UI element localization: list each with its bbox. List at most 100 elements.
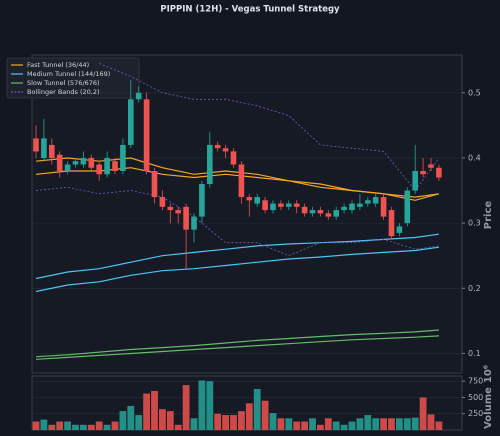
volume-bar — [48, 424, 56, 430]
candle-body — [309, 210, 316, 214]
volume-bar — [380, 418, 387, 430]
volume-bar — [388, 418, 395, 430]
candle-body — [404, 190, 411, 224]
volume-bar — [40, 419, 48, 430]
volume-bar — [317, 424, 324, 430]
volume-bar — [411, 417, 419, 430]
volume-bar — [143, 393, 150, 430]
legend-label: Bollinger Bands (20,2) — [27, 88, 100, 96]
candle-body — [183, 206, 189, 230]
candle-body — [151, 170, 158, 198]
legend-label: Slow Tunnel (576/676) — [27, 79, 100, 87]
y-tick-label: 0.5 — [468, 88, 481, 97]
volume-bar — [198, 380, 206, 430]
volume-bar — [238, 411, 245, 430]
candle-body — [135, 92, 142, 100]
candle-body — [341, 206, 347, 211]
candle-body — [175, 210, 181, 214]
volume-bar — [56, 421, 64, 430]
candle-body — [230, 151, 237, 165]
legend-box — [6, 57, 140, 99]
candle-body — [104, 157, 110, 175]
volume-bar — [206, 381, 214, 430]
candle-body — [112, 161, 118, 171]
volume-bar — [103, 424, 111, 430]
volume-bar — [166, 411, 174, 430]
candle-body — [56, 154, 63, 171]
candle-body — [72, 161, 79, 165]
volume-bar — [419, 397, 427, 430]
volume-bar — [80, 424, 87, 430]
candle-body — [80, 157, 87, 165]
candle-body — [293, 203, 300, 207]
candle-body — [33, 138, 39, 152]
candle-body — [222, 148, 229, 152]
tunnel-line — [99, 63, 440, 192]
volume-bar — [277, 418, 285, 430]
candle-body — [333, 210, 339, 217]
tunnel-line — [35, 329, 439, 358]
volume-bar — [151, 390, 158, 430]
y-tick-label: 250 — [468, 409, 483, 418]
candle-body — [49, 144, 55, 158]
candle-body — [420, 170, 426, 175]
candle-body — [191, 216, 197, 230]
volume-bar — [230, 415, 237, 430]
volume-bar — [261, 400, 269, 430]
candle-body — [159, 197, 166, 207]
volume-bar — [64, 421, 71, 430]
volume-bar — [135, 415, 143, 430]
volume-bar — [348, 421, 356, 430]
y-tick-label: 0.4 — [468, 153, 481, 162]
candle-body — [372, 197, 379, 204]
candle-body — [412, 170, 418, 191]
candle-body — [167, 206, 174, 211]
volume-offset: 10⁶ — [483, 365, 494, 383]
candle-body — [41, 138, 47, 158]
volume-bar — [396, 418, 403, 430]
y-tick-label: 750 — [468, 377, 483, 386]
volume-bar — [87, 424, 95, 430]
candle-body — [349, 203, 355, 211]
candle-body — [207, 144, 213, 185]
tunnel-line — [35, 186, 439, 257]
candle-body — [120, 144, 126, 171]
volume-bar — [332, 421, 340, 430]
candle-body — [88, 157, 95, 168]
volume-bar — [309, 418, 316, 430]
y-tick-label: 0.2 — [468, 284, 481, 293]
candle-body — [64, 164, 71, 171]
legend-label: Fast Tunnel (36/44) — [27, 61, 89, 69]
price-panel — [31, 54, 463, 374]
volume-bar — [119, 411, 127, 430]
volume-bar — [174, 424, 182, 430]
volume-axis-label: Volume — [483, 387, 494, 429]
volume-bar — [427, 414, 435, 430]
volume-bar — [95, 421, 103, 430]
candle-body — [214, 144, 221, 149]
volume-bar — [364, 415, 372, 430]
y-axis-label: Price — [483, 201, 494, 230]
candle-body — [270, 203, 276, 211]
volume-bar — [253, 389, 261, 430]
candle-body — [128, 99, 134, 145]
volume-bar — [324, 418, 332, 430]
volume-bar — [111, 421, 119, 430]
volume-bar — [403, 418, 411, 430]
volume-bar — [214, 413, 222, 430]
candle-body — [325, 213, 332, 217]
candle-body — [96, 164, 102, 175]
y-tick-label: 500 — [468, 393, 483, 402]
volume-bar — [222, 415, 229, 430]
volume-bar — [301, 421, 308, 430]
volume-bar — [372, 418, 380, 430]
candle-body — [143, 99, 150, 171]
y-tick-label: 0.1 — [468, 349, 481, 358]
volume-bar — [356, 418, 364, 430]
volume-bar — [190, 418, 198, 430]
candle-body — [388, 210, 395, 237]
volume-bar — [435, 421, 443, 430]
volume-bar — [245, 403, 253, 430]
candle-body — [238, 164, 245, 198]
